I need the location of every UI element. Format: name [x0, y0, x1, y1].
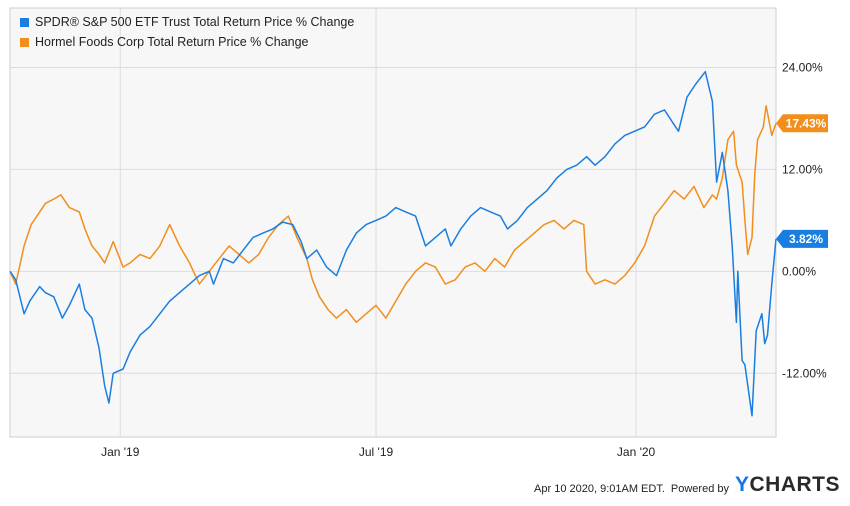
y-tick-label-3: -12.00%	[782, 366, 827, 380]
legend-swatch-hrl	[20, 37, 29, 47]
legend-item-hrl[interactable]: Hormel Foods Corp Total Return Price % C…	[20, 32, 354, 52]
end-value-badge-spy	[776, 229, 828, 248]
y-tick-label-1: 12.00%	[782, 162, 823, 176]
legend-item-spy[interactable]: SPDR® S&P 500 ETF Trust Total Return Pri…	[20, 12, 354, 32]
plot-area	[10, 8, 776, 437]
legend: SPDR® S&P 500 ETF Trust Total Return Pri…	[20, 12, 354, 52]
x-tick-label-1: Jul '19	[359, 445, 394, 459]
ycharts-logo-y: Y	[734, 473, 750, 496]
timestamp: Apr 10 2020, 9:01AM EDT.	[534, 483, 665, 495]
legend-label-spy: SPDR® S&P 500 ETF Trust Total Return Pri…	[35, 15, 355, 29]
ycharts-logo-text: CHARTS	[749, 473, 840, 496]
plot-border	[9, 7, 777, 438]
y-tick-label-0: 24.00%	[782, 60, 823, 74]
ycharts-logo[interactable]: YCHARTS	[735, 474, 840, 495]
powered-by-label: Powered by	[670, 483, 729, 495]
y-tick-label-2: 0.00%	[782, 264, 816, 278]
series-line-spy	[9, 70, 777, 417]
x-tick-label-2: Jan '20	[617, 445, 656, 459]
series-line-hrl	[9, 104, 777, 324]
end-value-label-hrl: 17.43%	[786, 116, 827, 130]
legend-label-hrl: Hormel Foods Corp Total Return Price % C…	[35, 35, 309, 49]
footer: Apr 10 2020, 9:01AM EDT. Powered by YCHA…	[534, 474, 840, 495]
legend-swatch-spy	[20, 17, 29, 27]
x-tick-label-0: Jan '19	[101, 445, 140, 459]
end-value-badge-hrl	[776, 114, 828, 133]
end-value-label-spy: 3.82%	[789, 232, 823, 246]
